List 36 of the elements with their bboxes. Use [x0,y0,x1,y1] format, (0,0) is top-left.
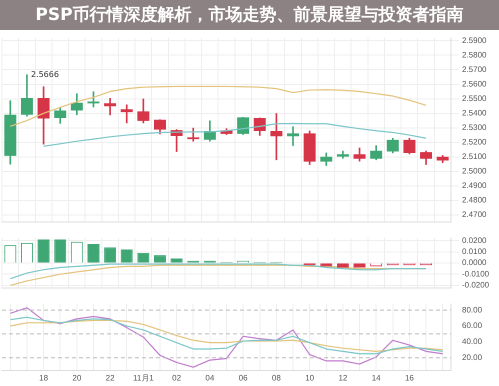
y-tick-label: 0.0100 [462,247,488,256]
x-tick-label: 08 [272,373,282,382]
x-tick-label: 20 [72,373,82,382]
x-tick-label: 14 [372,373,382,382]
x-tick-label: 10 [305,373,315,382]
y-tick-label: 0.0000 [462,258,488,268]
y-tick-label: 60.00 [462,321,483,330]
y-tick-label: 2.5700 [462,64,488,74]
x-tick-label: 12 [338,373,348,382]
chart-title: PSP币行情深度解析，市场走势、前景展望与投资者指南 [0,0,499,30]
y-tick-label: 2.5600 [462,79,488,88]
x-tick-label: 04 [205,373,215,382]
y-tick-label: 2.5500 [462,94,488,103]
x-tick-label: 16 [404,373,414,382]
x-tick-label: 06 [238,373,248,382]
y-tick-label: 2.5200 [462,138,488,147]
x-tick-label: 18 [39,373,49,382]
y-tick-label: 80.00 [462,305,483,314]
y-tick-label: 40.00 [462,337,483,346]
y-tick-label: -0.0100 [462,269,490,278]
y-tick-label: 2.4800 [462,196,488,205]
annotation: 2.5666 [30,70,59,79]
y-tick-label: 2.4900 [462,181,488,190]
y-tick-label: 2.4700 [462,210,488,220]
y-tick-label: 0.0200 [462,236,488,245]
y-tick-label: 2.5800 [462,50,488,60]
x-tick-label: 02 [172,373,182,382]
x-tick-label: 11月1 [132,373,154,382]
y-tick-label: -0.0200 [462,280,490,290]
y-tick-label: 2.5000 [462,166,488,176]
y-tick-label: 20.00 [462,352,483,362]
y-tick-label: 2.5100 [462,152,488,162]
y-tick-label: 2.5400 [462,108,488,118]
y-tick-label: 2.5300 [462,123,488,132]
x-tick-label: 22 [106,373,116,382]
y-tick-label: 2.5900 [462,36,488,45]
